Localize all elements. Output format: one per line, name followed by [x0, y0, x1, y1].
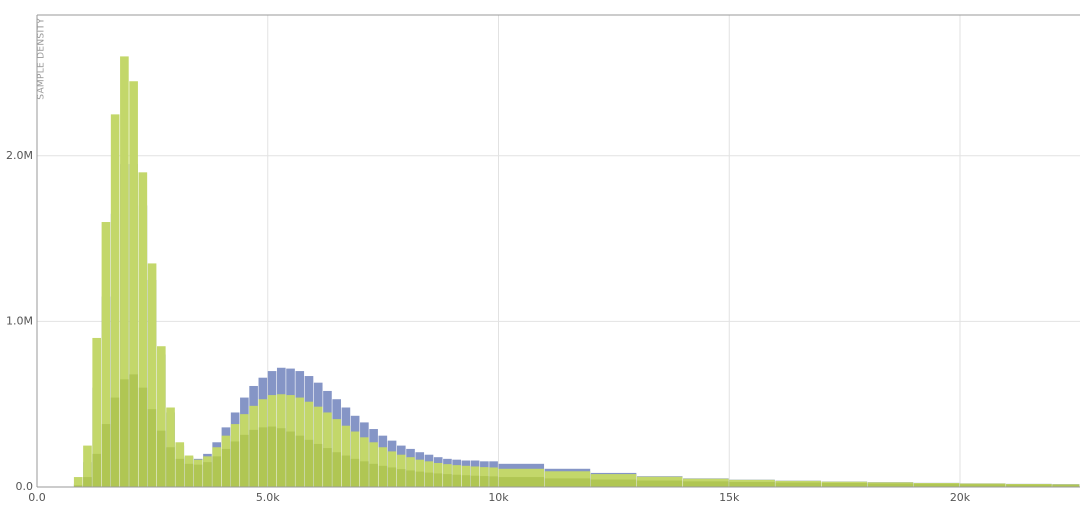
- histogram-bar: [313, 443, 323, 487]
- y-axis-title: SAMPLE DENSITY: [37, 18, 47, 100]
- histogram-bar: [433, 473, 443, 487]
- histogram-bar: [470, 475, 480, 487]
- x-tick-label: 15k: [719, 491, 740, 504]
- histogram-bar: [166, 447, 175, 487]
- histogram-bar: [498, 477, 545, 487]
- histogram-bar: [396, 469, 406, 487]
- histogram-bar: [73, 485, 83, 487]
- histogram-bar: [286, 431, 295, 487]
- y-tick-label: 2.0M: [6, 149, 33, 162]
- histogram-bar: [360, 461, 369, 487]
- histogram-bar: [73, 477, 83, 487]
- histogram-bar: [387, 467, 397, 487]
- histogram-bar: [369, 463, 378, 487]
- histogram-bar: [92, 337, 102, 487]
- histogram-bar: [240, 434, 249, 487]
- histogram-bar: [147, 263, 157, 487]
- histogram-bar: [83, 445, 92, 487]
- histogram-bar: [129, 374, 138, 487]
- histogram-bar: [276, 428, 286, 487]
- histogram-bar: [775, 482, 821, 487]
- histogram-bar: [203, 462, 212, 487]
- histogram-bar: [406, 470, 415, 487]
- histogram-bar: [544, 478, 591, 487]
- histogram-bar: [452, 474, 461, 487]
- histogram-bar: [323, 448, 332, 487]
- x-tick-label: 10k: [488, 491, 509, 504]
- histogram-bar: [729, 482, 775, 487]
- y-tick-label: 0.0: [16, 480, 34, 493]
- histogram-bar: [415, 471, 425, 487]
- histogram-bar: [341, 455, 351, 487]
- histogram-bar: [424, 472, 434, 487]
- histogram-bar: [443, 474, 452, 487]
- histogram-bar: [175, 458, 185, 487]
- histogram-bar: [683, 481, 729, 487]
- histogram-bar: [258, 427, 268, 487]
- histogram-bar: [636, 480, 683, 487]
- histogram-bar: [350, 458, 360, 487]
- histogram-bar: [120, 56, 129, 488]
- histogram-bar: [221, 448, 231, 487]
- y-tick-label: 1.0M: [6, 314, 33, 327]
- histogram-bar: [184, 463, 194, 487]
- histogram-bar: [147, 409, 157, 487]
- histogram-bar: [461, 475, 471, 487]
- histogram-bar: [960, 484, 1006, 487]
- histogram-bar: [110, 397, 120, 487]
- histogram-bar: [138, 172, 148, 488]
- x-tick-label: 5.0k: [256, 491, 280, 504]
- histogram-bar: [156, 430, 166, 487]
- histogram-bar: [267, 426, 277, 487]
- histogram-bar: [138, 387, 148, 487]
- histogram-bar: [378, 465, 388, 487]
- histogram-bar: [489, 476, 498, 487]
- histogram-bar: [304, 439, 314, 487]
- x-tick-label: 20k: [950, 491, 971, 504]
- histogram-bar: [295, 435, 305, 487]
- histogram-bar: [332, 452, 341, 487]
- histogram-bar: [83, 477, 92, 487]
- histogram-bar: [101, 222, 111, 487]
- x-tick-label: 0.0: [28, 491, 46, 504]
- histogram-bar: [230, 441, 240, 487]
- histogram-bar: [101, 424, 111, 487]
- histogram-bar: [249, 429, 258, 487]
- histogram-bar: [110, 114, 120, 488]
- histogram-bar: [1052, 484, 1080, 487]
- histogram-bar: [120, 379, 129, 487]
- histogram-bar: [156, 346, 166, 487]
- histogram-bar: [1006, 484, 1052, 487]
- histogram-bar: [480, 476, 489, 487]
- histogram-bar: [92, 453, 102, 487]
- histogram-bar: [867, 483, 914, 487]
- histogram-bar: [129, 81, 138, 488]
- histogram-bar: [193, 464, 203, 487]
- histogram-bar: [590, 479, 637, 487]
- histogram-bar: [212, 456, 222, 487]
- histogram-bar: [821, 483, 868, 487]
- histogram-bar: [913, 483, 960, 487]
